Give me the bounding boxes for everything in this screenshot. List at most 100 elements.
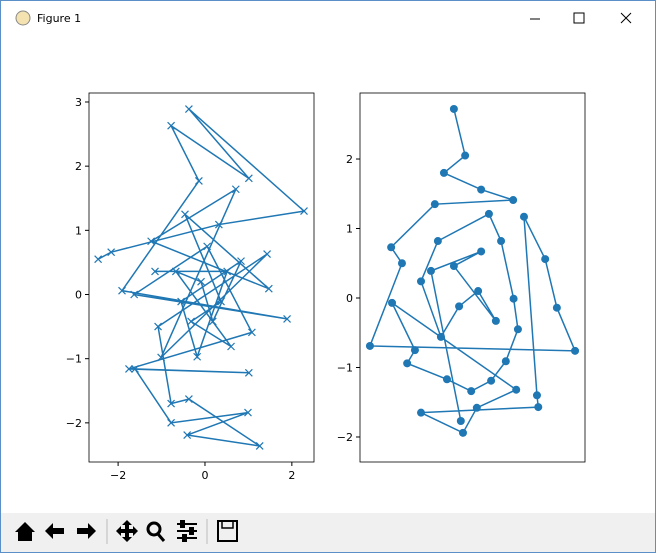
marker	[183, 431, 192, 439]
marker	[125, 365, 133, 373]
app-icon	[15, 10, 31, 26]
marker	[484, 209, 493, 218]
marker	[456, 417, 465, 425]
marker	[387, 243, 396, 252]
marker	[509, 294, 518, 303]
marker	[193, 352, 202, 361]
marker	[177, 297, 186, 306]
marker	[300, 207, 308, 216]
marker	[403, 359, 412, 368]
marker	[439, 168, 448, 177]
axes: −2 −1 0 1 2 3 −2 0 2	[66, 92, 315, 482]
home-button[interactable]	[15, 522, 35, 541]
back-button[interactable]	[45, 523, 64, 539]
y-tick-label: −2	[66, 417, 82, 430]
marker	[157, 353, 166, 362]
marker	[417, 408, 426, 417]
x-tick-label: −2	[110, 469, 126, 482]
marker	[227, 342, 235, 351]
y-tick-label: 3	[75, 96, 82, 109]
y-tick-label: −1	[66, 353, 82, 366]
marker	[534, 403, 543, 412]
marker	[541, 255, 550, 264]
marker	[167, 121, 176, 130]
marker	[472, 403, 481, 412]
marker	[194, 176, 203, 185]
y-tick-label: 0	[346, 292, 353, 305]
marker	[167, 418, 176, 427]
zoom-button[interactable]	[146, 521, 162, 537]
marker	[397, 259, 406, 268]
marker	[154, 322, 162, 331]
marker	[151, 267, 159, 276]
marker	[532, 391, 541, 400]
marker	[255, 442, 264, 450]
marker	[147, 237, 156, 246]
marker	[197, 277, 205, 286]
marker	[552, 303, 561, 312]
series-line	[97, 108, 306, 447]
marker	[497, 237, 506, 246]
axes-frame	[359, 92, 586, 463]
marker	[477, 247, 486, 256]
toolbar-buttons	[15, 520, 238, 542]
forward-button[interactable]	[77, 523, 96, 539]
series-line	[368, 108, 577, 434]
marker	[410, 346, 419, 355]
marker	[244, 174, 253, 183]
marker	[513, 325, 522, 334]
pan-button[interactable]	[116, 520, 138, 542]
marker	[461, 151, 470, 160]
marker	[509, 196, 518, 205]
marker	[519, 212, 528, 221]
y-tick-label: 1	[75, 224, 82, 237]
maximize[interactable]	[573, 12, 585, 24]
marker	[247, 328, 256, 337]
axes: −2 −1 0 1 2	[337, 92, 586, 463]
marker	[433, 237, 442, 246]
y-tick-label: 0	[75, 289, 82, 302]
marker	[467, 387, 476, 396]
marker	[217, 297, 225, 306]
marker	[458, 428, 467, 437]
marker	[208, 317, 217, 326]
marker	[487, 376, 496, 385]
marker	[388, 298, 397, 307]
marker	[171, 267, 180, 276]
marker	[449, 262, 458, 271]
marker	[263, 250, 272, 259]
marker	[449, 104, 458, 113]
y-tick-label: −1	[337, 361, 353, 374]
marker	[474, 287, 483, 296]
configure-button[interactable]	[177, 520, 197, 542]
marker	[426, 266, 435, 275]
axes-frame	[88, 92, 315, 463]
marker	[214, 220, 223, 229]
window-title: Figure 1	[37, 12, 81, 25]
y-tick-label: 2	[346, 153, 353, 166]
close[interactable]	[620, 12, 632, 24]
marker	[264, 284, 273, 293]
marker	[512, 385, 521, 394]
marker	[283, 314, 291, 323]
zoom-handle	[156, 533, 166, 542]
marker	[417, 277, 426, 286]
marker	[187, 317, 195, 326]
x-tick-label: 0	[201, 469, 208, 482]
marker	[244, 408, 252, 417]
x-tick-label: 2	[288, 469, 295, 482]
marker	[131, 365, 139, 373]
y-tick-label: 2	[75, 160, 82, 173]
marker	[94, 255, 103, 264]
marker	[365, 341, 374, 350]
marker	[203, 242, 212, 251]
marker	[107, 248, 116, 257]
marker	[231, 185, 240, 194]
marker	[477, 185, 486, 194]
marker	[181, 210, 189, 219]
marker	[501, 357, 510, 366]
marker	[118, 286, 126, 295]
marker	[455, 302, 464, 311]
marker	[223, 267, 232, 276]
